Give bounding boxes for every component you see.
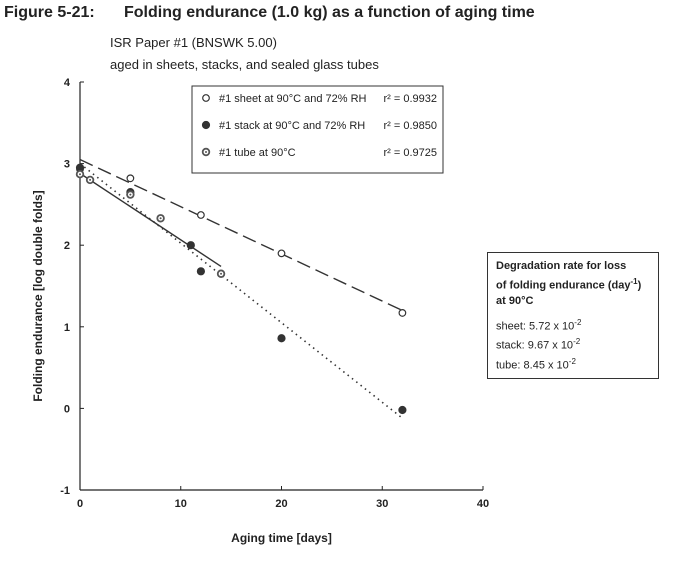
data-point-series-2-dot [129,193,132,196]
y-tick-label: 4 [64,77,71,89]
rate-row-exponent: -2 [574,317,582,327]
legend-marker [201,120,211,130]
legend-marker [202,94,210,102]
rate-row-exponent: -2 [568,356,576,366]
y-axis-title: Folding endurance [log double folds] [31,190,45,401]
rate-heading-line-2-sup: -1 [630,277,638,286]
fit-line-series-1 [79,172,222,268]
legend-label: #1 sheet at 90°C and 72% RH [219,93,367,105]
data-point-series-1 [277,334,286,343]
y-tick-label: 2 [64,240,70,252]
data-point-series-1 [398,405,407,415]
rate-heading-line-1: Degradation rate for loss [496,260,627,272]
data-point-series-2-dot [159,217,162,220]
figure-title-text: Folding endurance (1.0 kg) as a function… [124,4,535,21]
degradation-rate-box: Degradation rate for loss of folding end… [487,252,659,379]
legend-box [191,85,444,174]
legend-r2: r² = 0.9850 [383,120,437,132]
rate-box-heading: Degradation rate for loss of folding end… [496,259,650,309]
data-point-series-2 [216,269,226,278]
x-axis-title: Aging time [days] [231,531,332,545]
y-tick-label: 1 [64,322,70,334]
figure-number: Figure 5-21: [4,4,95,21]
data-point-series-2-dot [79,173,81,176]
y-tick-label: 3 [64,159,70,171]
rate-row-value: 5.72 x 10 [529,320,575,333]
rate-row-value: 8.45 x 10 [523,359,569,372]
legend-label: #1 stack at 90°C and 72% RH [219,120,365,132]
legend-marker [201,147,211,157]
rate-row-stack: stack: 9.67 x 10-2 [496,334,650,354]
legend-r2: r² = 0.9725 [383,147,437,159]
legend-r2: r² = 0.9932 [383,93,437,105]
figure-subtitle-1: ISR Paper #1 (BNSWK 5.00) [110,35,277,50]
data-point-series-0 [398,309,407,317]
rate-row-tube: tube: 8.45 x 10-2 [496,354,650,374]
data-points [75,163,407,415]
rate-row-value: 9.67 x 10 [527,339,574,352]
rate-row-label: stack: [496,339,525,352]
rate-heading-line-3: at 90°C [496,294,534,307]
rate-row-exponent: -2 [573,337,581,347]
x-tick-label: 30 [376,498,388,510]
data-point-series-1 [196,267,205,276]
legend-label: #1 tube at 90°C [219,147,296,159]
data-point-series-1 [186,241,195,250]
fit-line-series-2 [79,162,403,419]
rate-heading-line-2: of folding endurance (day-1) [496,274,650,294]
x-tick-label: 20 [275,498,287,510]
data-point-series-0 [126,174,135,183]
rate-row-sheet: sheet: 5.72 x 10-2 [496,315,650,335]
data-point-series-2 [156,214,165,223]
rate-row-label: sheet: [496,320,526,333]
data-point-series-2 [75,170,85,179]
data-point-series-2-dot [89,178,92,181]
y-tick-label: 0 [64,403,70,415]
rate-heading-line-2-end: ) [637,279,642,292]
data-point-series-2 [126,190,135,199]
fit-line-series-0 [79,158,403,312]
x-tick-label: 10 [175,498,187,510]
data-point-series-2 [85,175,95,185]
legend-marker-dot [205,151,207,153]
data-point-series-2-dot [220,272,223,275]
rate-row-label: tube: [496,359,521,372]
data-point-series-0 [196,211,205,219]
legend: #1 sheet at 90°C and 72% RH r² = 0.9932 #1… [191,85,444,174]
y-tick-label: -1 [60,485,70,497]
x-tick-label: 40 [477,498,489,510]
fit-lines [79,158,403,419]
figure-title: Figure 5-21: Folding endurance (1.0 kg) a… [4,4,535,22]
figure-subtitle-2: aged in sheets, stacks, and sealed glass… [110,57,379,72]
rate-heading-line-2-text: of folding endurance (day [496,279,631,292]
x-tick-label: 0 [77,498,83,510]
data-point-series-0 [277,249,286,258]
